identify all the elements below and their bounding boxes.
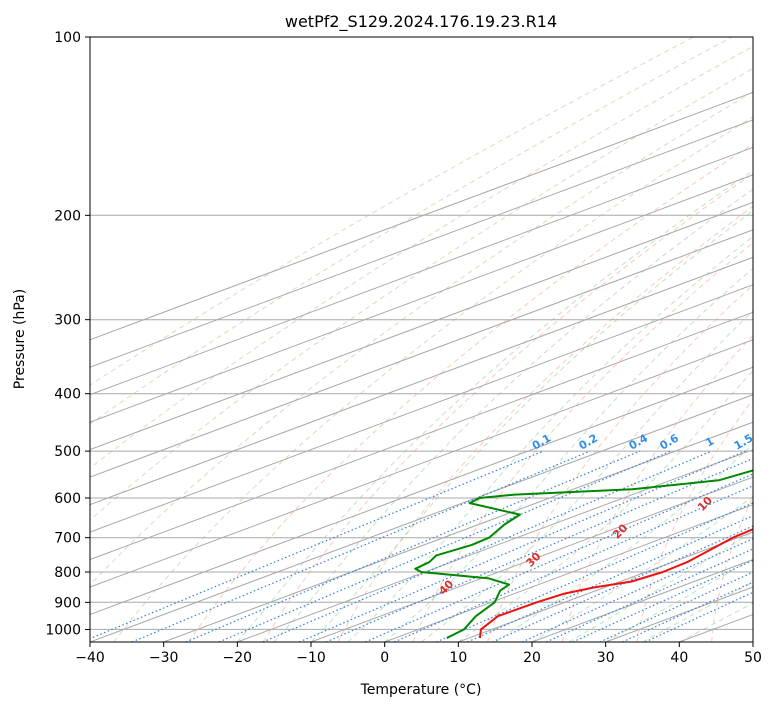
y-axis-label: Pressure (hPa): [12, 289, 28, 389]
mixing-ratio-line: [325, 457, 753, 642]
x-tick-label: 30: [597, 650, 615, 666]
mixing-ratio-line: [546, 548, 753, 642]
isotherm-line: [90, 311, 753, 561]
dewpoint-line: [414, 469, 753, 639]
isotherm-line: [310, 476, 753, 642]
x-tick-label: 40: [670, 650, 688, 666]
mixing-ratio-line: [90, 450, 544, 640]
y-tick-label: 800: [54, 565, 81, 581]
cold-adiabat-line: [113, 116, 753, 642]
isotherm-line: [90, 119, 753, 368]
moist-adiabat-line: [273, 188, 753, 642]
moist-adiabat-line: [494, 443, 753, 642]
x-tick-label: −20: [223, 650, 253, 666]
plot-frame: [89, 36, 754, 643]
dry-adiabat-line: [337, 205, 753, 642]
x-tick-label: −10: [296, 650, 326, 666]
isotherm-line: [90, 91, 753, 341]
mixing-ratio-line: [131, 450, 591, 642]
isotherm-line: [90, 284, 753, 533]
mixing-ratio-line: [262, 450, 712, 642]
x-tick-label: −40: [75, 650, 105, 666]
isotherm-line: [90, 339, 753, 588]
temperature-line: [479, 528, 753, 639]
y-tick-label: 900: [54, 595, 81, 611]
isotherm-line: [90, 201, 753, 451]
mixing-ratio-line: [622, 581, 753, 642]
y-tick-label: 500: [54, 444, 81, 460]
moist-adiabat-line: [347, 235, 753, 642]
y-tick-label: 300: [54, 313, 81, 329]
moist-adiabat-line: [605, 558, 753, 642]
isotherm-line: [90, 366, 753, 616]
cold-adiabat-line: [90, 91, 753, 586]
mixing-ratio-line: [572, 559, 753, 642]
cold-adiabat-line: [90, 67, 753, 521]
isotherm-line: [90, 394, 753, 642]
background-lines: [90, 37, 753, 642]
moist-adiabat-line: [384, 267, 753, 642]
isotherm-line: [90, 229, 753, 478]
isotherm-line: [90, 256, 753, 506]
dry-adiabat-line: [188, 143, 753, 642]
y-tick-label: 100: [54, 30, 81, 46]
mixing-ratio-line: [492, 525, 753, 642]
x-tick-label: −30: [149, 650, 179, 666]
y-axis-ticks: 1000 900 800 700 600 500 400 300 200 100: [45, 30, 90, 638]
isotherm-line: [458, 531, 753, 642]
y-tick-label: 200: [54, 208, 81, 224]
mixing-ratio-line: [393, 485, 753, 642]
dry-adiabat-line: [263, 172, 753, 642]
isotherm-line: [90, 174, 753, 423]
dry-adiabat-line: [487, 284, 753, 642]
chart-title: wetPf2_S129.2024.176.19.23.R14: [285, 12, 557, 32]
mixing-ratio-line: [521, 538, 753, 642]
mixing-ratio-line: [467, 515, 753, 642]
mixing-ratio-line: [365, 473, 753, 642]
x-axis-ticks: −40 −30 −20 −10 0 10 20 30 40 50: [75, 642, 762, 666]
isotherm-line: [90, 146, 753, 396]
x-tick-label: 10: [449, 650, 467, 666]
moist-adiabat-line: [568, 531, 753, 642]
mixing-ratio-line: [644, 591, 753, 642]
mixing-ratio-line: [599, 571, 753, 642]
plot-area: [90, 37, 753, 642]
y-tick-label: 1000: [45, 622, 81, 638]
series-layer: [414, 469, 753, 639]
x-axis-label: Temperature (°C): [360, 682, 482, 698]
y-tick-label: 700: [54, 531, 81, 547]
y-tick-label: 400: [54, 387, 81, 403]
isotherm-line: [237, 449, 753, 642]
mixing-ratio-line: [218, 450, 672, 642]
isotherm-line: [384, 504, 753, 642]
y-tick-label: 600: [54, 491, 81, 507]
cold-adiabat-line: [90, 37, 694, 386]
dry-adiabat-line: [636, 398, 753, 642]
isotherm-line: [163, 421, 753, 642]
x-tick-label: 20: [523, 650, 541, 666]
moist-adiabat-line: [236, 169, 753, 642]
moist-adiabat-line: [421, 310, 753, 642]
x-tick-label: 0: [380, 650, 389, 666]
x-tick-label: 50: [744, 650, 762, 666]
